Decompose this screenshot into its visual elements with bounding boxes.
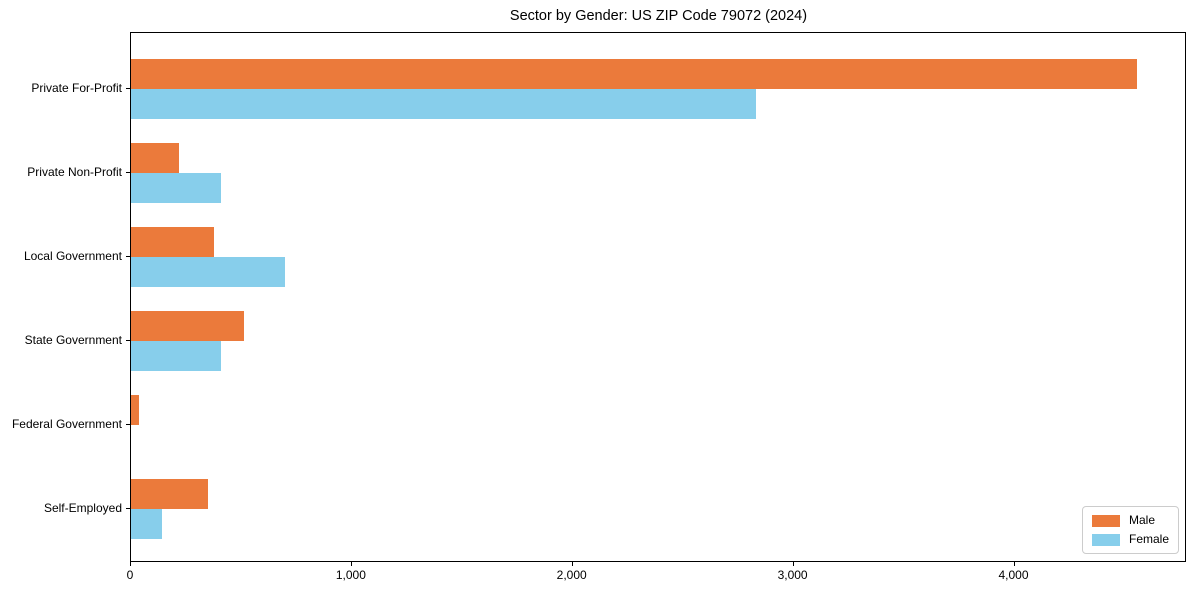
bar-male-3: [131, 311, 244, 341]
bar-male-1: [131, 143, 179, 173]
x-tick-mark-2: [571, 562, 573, 566]
bar-male-0: [131, 59, 1137, 89]
x-tick-label-0: 0: [126, 568, 134, 582]
x-tick-label-4: 4,000: [998, 568, 1029, 582]
y-tick-mark-1: [126, 172, 130, 173]
x-tick-label-2: 2,000: [556, 568, 587, 582]
chart-title: Sector by Gender: US ZIP Code 79072 (202…: [509, 8, 808, 24]
bar-male-5: [131, 479, 208, 509]
y-axis-label-5: Self-Employed: [43, 501, 122, 515]
y-axis-label-4: Federal Government: [11, 417, 122, 431]
y-axis-label-3: State Government: [24, 333, 122, 347]
y-tick-mark-0: [126, 88, 130, 89]
x-tick-mark-1: [350, 562, 352, 566]
legend-swatch-female: [1091, 533, 1120, 546]
bar-male-4: [131, 395, 139, 425]
bar-female-3: [131, 341, 221, 371]
y-tick-mark-4: [126, 424, 130, 425]
y-axis-label-1: Private Non-Profit: [27, 165, 122, 179]
y-tick-mark-2: [126, 256, 130, 257]
bar-female-5: [131, 509, 163, 539]
bar-female-2: [131, 257, 285, 287]
legend-entry-male: Male: [1091, 513, 1169, 527]
y-tick-mark-3: [126, 340, 130, 341]
y-axis-label-2: Local Government: [23, 249, 122, 263]
bar-female-1: [131, 173, 221, 203]
y-axis-labels: Private For-Profit Private Non-Profit Loca…: [0, 32, 122, 562]
legend-label-female: Female: [1128, 532, 1169, 546]
legend-label-male: Male: [1128, 513, 1155, 527]
y-axis-label-0: Private For-Profit: [31, 81, 122, 95]
legend-swatch-male: [1091, 514, 1120, 527]
plot-area: Male Female: [130, 32, 1186, 562]
legend-entry-female: Female: [1091, 532, 1169, 546]
x-tick-mark-3: [792, 562, 794, 566]
bar-female-0: [131, 89, 757, 119]
x-tick-mark-0: [130, 562, 131, 566]
legend: Male Female: [1081, 506, 1179, 554]
y-tick-mark-5: [126, 508, 130, 509]
x-tick-label-1: 1,000: [335, 568, 366, 582]
x-tick-label-3: 3,000: [777, 568, 808, 582]
x-tick-mark-4: [1013, 562, 1015, 566]
bar-male-2: [131, 227, 214, 257]
